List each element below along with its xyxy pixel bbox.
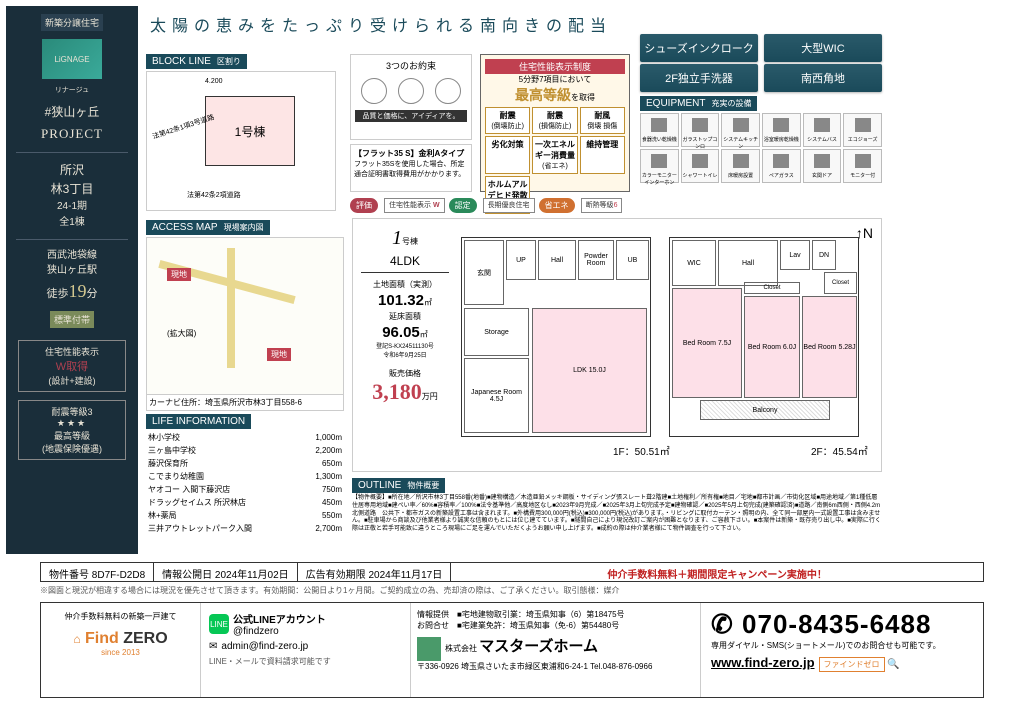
perf-cell: 耐震(倒壊防止) bbox=[485, 107, 530, 134]
room-powder: Powder Room bbox=[578, 240, 614, 280]
life-row: こでまり幼稚園1,300m bbox=[146, 470, 344, 483]
map-pin: 現地 bbox=[167, 268, 191, 281]
pill-row: 評価 住宅性能表示 W 認定 長期優良住宅 省エネ 断熱等級6 bbox=[350, 198, 630, 213]
campaign-text: 仲介手数料無料＋期間限定キャンペーン実施中！ bbox=[451, 563, 983, 581]
perf-cell: 耐風倒壊 損傷 bbox=[580, 107, 625, 134]
promise-icon bbox=[398, 78, 424, 104]
findzero-logo: ⌂ Find ZERO bbox=[49, 630, 192, 648]
room-entrance: 玄関 bbox=[464, 240, 504, 305]
promise-icon bbox=[435, 78, 461, 104]
room-ldk: LDK 15.0J bbox=[532, 308, 647, 433]
room-lav: Lav bbox=[780, 240, 810, 270]
feature-wic: 大型WIC bbox=[764, 34, 882, 62]
project-hash: #狭山ヶ丘 bbox=[12, 103, 132, 120]
room-storage: Storage bbox=[464, 308, 529, 356]
perf-badge: 住宅性能表示 W取得 (設計+建設) bbox=[18, 340, 126, 392]
footer-brand: 仲介手数料無料の新築一戸建て ⌂ Find ZERO since 2013 bbox=[41, 603, 201, 697]
floor-plan-2f: Bed Room 7.5J Bed Room 6.0J Bed Room 5.2… bbox=[669, 237, 859, 437]
brand-sub: リナージュ bbox=[12, 85, 132, 95]
performance-box: 住宅性能表示制度 5分野7項目において 最高等級を取得 耐震(倒壊防止)耐震(損… bbox=[480, 54, 630, 192]
masters-logo-icon bbox=[417, 637, 441, 661]
perf-cell: 劣化対策 bbox=[485, 136, 530, 174]
footer-contact-line: LINE公式LINEアカウント@findzero ✉ admin@find-ze… bbox=[201, 603, 411, 697]
equipment-item: ペアガラス bbox=[762, 149, 801, 183]
footer: 仲介手数料無料の新築一戸建て ⌂ Find ZERO since 2013 LI… bbox=[40, 602, 984, 698]
main: 太陽の恵みをたっぷり受けられる南向きの配当 シューズインクローク 大型WIC 2… bbox=[142, 6, 1018, 554]
footer-company: 情報提供 ■宅地建物取引業：埼玉県知事（6）第18475号 お問合せ ■宅建業免… bbox=[411, 603, 701, 697]
life-row: ヤオコー 入間下藤沢店750m bbox=[146, 483, 344, 496]
equipment-item: 食器洗い乾燥機 bbox=[640, 113, 679, 147]
location: 所沢 林3丁目 24-1期 全1棟 bbox=[12, 161, 132, 231]
room-dn: DN bbox=[812, 240, 836, 270]
life-row: ドラッグセイムス 所沢林店450m bbox=[146, 496, 344, 509]
pill-insulation: 省エネ bbox=[539, 198, 575, 213]
room-ub: UB bbox=[616, 240, 649, 280]
life-info-section: LIFE INFORMATION 林小学校1,000m三ヶ島中学校2,200m藤… bbox=[146, 414, 344, 535]
equipment-item: シャワートイレ bbox=[681, 149, 720, 183]
life-info-table: 林小学校1,000m三ヶ島中学校2,200m藤沢保育所650mこでまり幼稚園1,… bbox=[146, 431, 344, 535]
equipment-item: 床暖房設置 bbox=[721, 149, 760, 183]
equipment-item: システムキッチン bbox=[721, 113, 760, 147]
access-map-section: ACCESS MAP現場案内図 現地 現地 (拡大図) カーナビ住所：埼玉県所沢… bbox=[146, 220, 344, 411]
property-tag: 新築分譲住宅 bbox=[41, 14, 103, 31]
room-japanese: Japanese Room 4.5J bbox=[464, 358, 529, 433]
life-row: 林+薬局550m bbox=[146, 509, 344, 522]
perf-cell: 一次エネルギー消費量(省エネ) bbox=[532, 136, 577, 174]
room-wic: WIC bbox=[672, 240, 716, 286]
floor-plan-1f: LDK 15.0J Japanese Room 4.5J Storage 玄関 … bbox=[461, 237, 651, 437]
balcony: Balcony bbox=[700, 400, 830, 420]
room-hall: Hall bbox=[538, 240, 576, 280]
info-bar: 物件番号 8D7F-D2D8 情報公開日 2024年11月02日 広告有効期限 … bbox=[40, 562, 984, 582]
feature-corner-lot: 南西角地 bbox=[764, 64, 882, 92]
seismic-badge: 耐震等級3 ★★★ 最高等級 (地震保険優遇) bbox=[18, 400, 126, 460]
pill-longterm: 認定 bbox=[449, 198, 477, 213]
room-bed3: Bed Room 5.28J bbox=[802, 296, 857, 398]
equipment-item: システムバス bbox=[803, 113, 842, 147]
outline-section: OUTLINE物件概要 【物件概要】■所在地／所沢市林3丁目558番(地番)■建… bbox=[352, 478, 882, 534]
project-label: PROJECT bbox=[12, 126, 132, 142]
map-pin: 現地 bbox=[267, 348, 291, 361]
equipment-item: カラーモニターインターホン bbox=[640, 149, 679, 183]
block-line-header: BLOCK LINE区割り bbox=[146, 54, 247, 69]
access-map: 現地 現地 (拡大図) カーナビ住所：埼玉県所沢市林3丁目558-6 bbox=[146, 237, 344, 411]
equipment-item: エコジョーズ bbox=[843, 113, 882, 147]
floor-info: 1号棟 4LDK 土地面積（実測） 101.32㎡ 延床面積 96.05㎡ 登記… bbox=[361, 227, 449, 405]
life-row: 三ヶ島中学校2,200m bbox=[146, 444, 344, 457]
disclaimer: ※図面と現況が相違する場合には現況を優先させて頂きます。有効期間：公開日より1ヶ… bbox=[40, 585, 619, 596]
footer-tel: ✆ 070-8435-6488 専用ダイヤル・SMS(ショートメール)でのお問合… bbox=[701, 603, 983, 697]
floor-plan-section: ↑N 1号棟 4LDK 土地面積（実測） 101.32㎡ 延床面積 96.05㎡… bbox=[352, 218, 882, 472]
block-diagram: 4.200 1号棟 法第42条1項3号道路 法第42条2項道路 bbox=[146, 71, 336, 211]
std-badge: 標準付帯 bbox=[50, 311, 94, 328]
flat35-box: 【フラット35 S】金利Aタイプ フラット35Sを使用した場合、所定通合証明書取… bbox=[350, 144, 472, 192]
line-icon: LINE bbox=[209, 614, 229, 634]
room-up: UP bbox=[506, 240, 536, 280]
room-bed1: Bed Room 7.5J bbox=[672, 288, 742, 398]
equipment-item: ガラストップコンロ bbox=[681, 113, 720, 147]
perf-cell: 維持管理 bbox=[580, 136, 625, 174]
feature-2f-washbasin: 2F独立手洗器 bbox=[640, 64, 758, 92]
equipment-section: EQUIPMENT充実の設備 食器洗い乾燥機ガラストップコンロシステムキッチン浴… bbox=[640, 96, 882, 183]
website-url[interactable]: www.find-zero.jp bbox=[711, 655, 815, 670]
equipment-item: 玄関ドア bbox=[803, 149, 842, 183]
sidebar: 新築分譲住宅 LiGNAGE リナージュ #狭山ヶ丘 PROJECT 所沢 林3… bbox=[6, 6, 138, 554]
room-hall-2f: Hall bbox=[718, 240, 778, 286]
room-bed2: Bed Room 6.0J bbox=[744, 296, 800, 398]
promise-icon bbox=[361, 78, 387, 104]
pill-perf: 評価 bbox=[350, 198, 378, 213]
life-row: 藤沢保育所650m bbox=[146, 457, 344, 470]
phone-number[interactable]: ✆ 070-8435-6488 bbox=[711, 609, 973, 640]
equipment-item: 浴室暖房乾燥機 bbox=[762, 113, 801, 147]
block-line-section: BLOCK LINE区割り 4.200 1号棟 法第42条1項3号道路 法第42… bbox=[146, 54, 336, 211]
lot-marker: 1号棟 bbox=[205, 96, 295, 166]
life-row: 林小学校1,000m bbox=[146, 431, 344, 444]
perf-cell: 耐震(損傷防止) bbox=[532, 107, 577, 134]
nav-address: カーナビ住所：埼玉県所沢市林3丁目558-6 bbox=[147, 394, 343, 410]
brand-logo: LiGNAGE bbox=[42, 39, 102, 79]
headline: 太陽の恵みをたっぷり受けられる南向きの配当 bbox=[150, 12, 612, 36]
equipment-item: モニター付 bbox=[843, 149, 882, 183]
life-row: 三井アウトレットパーク入間2,700m bbox=[146, 522, 344, 535]
train-info: 西武池袋線 狭山ヶ丘駅 徒歩19分 bbox=[12, 248, 132, 305]
feature-shoes-in-closet: シューズインクローク bbox=[640, 34, 758, 62]
three-promises: 3つのお約束 品質と価格に、アイディアを。 bbox=[350, 54, 472, 140]
